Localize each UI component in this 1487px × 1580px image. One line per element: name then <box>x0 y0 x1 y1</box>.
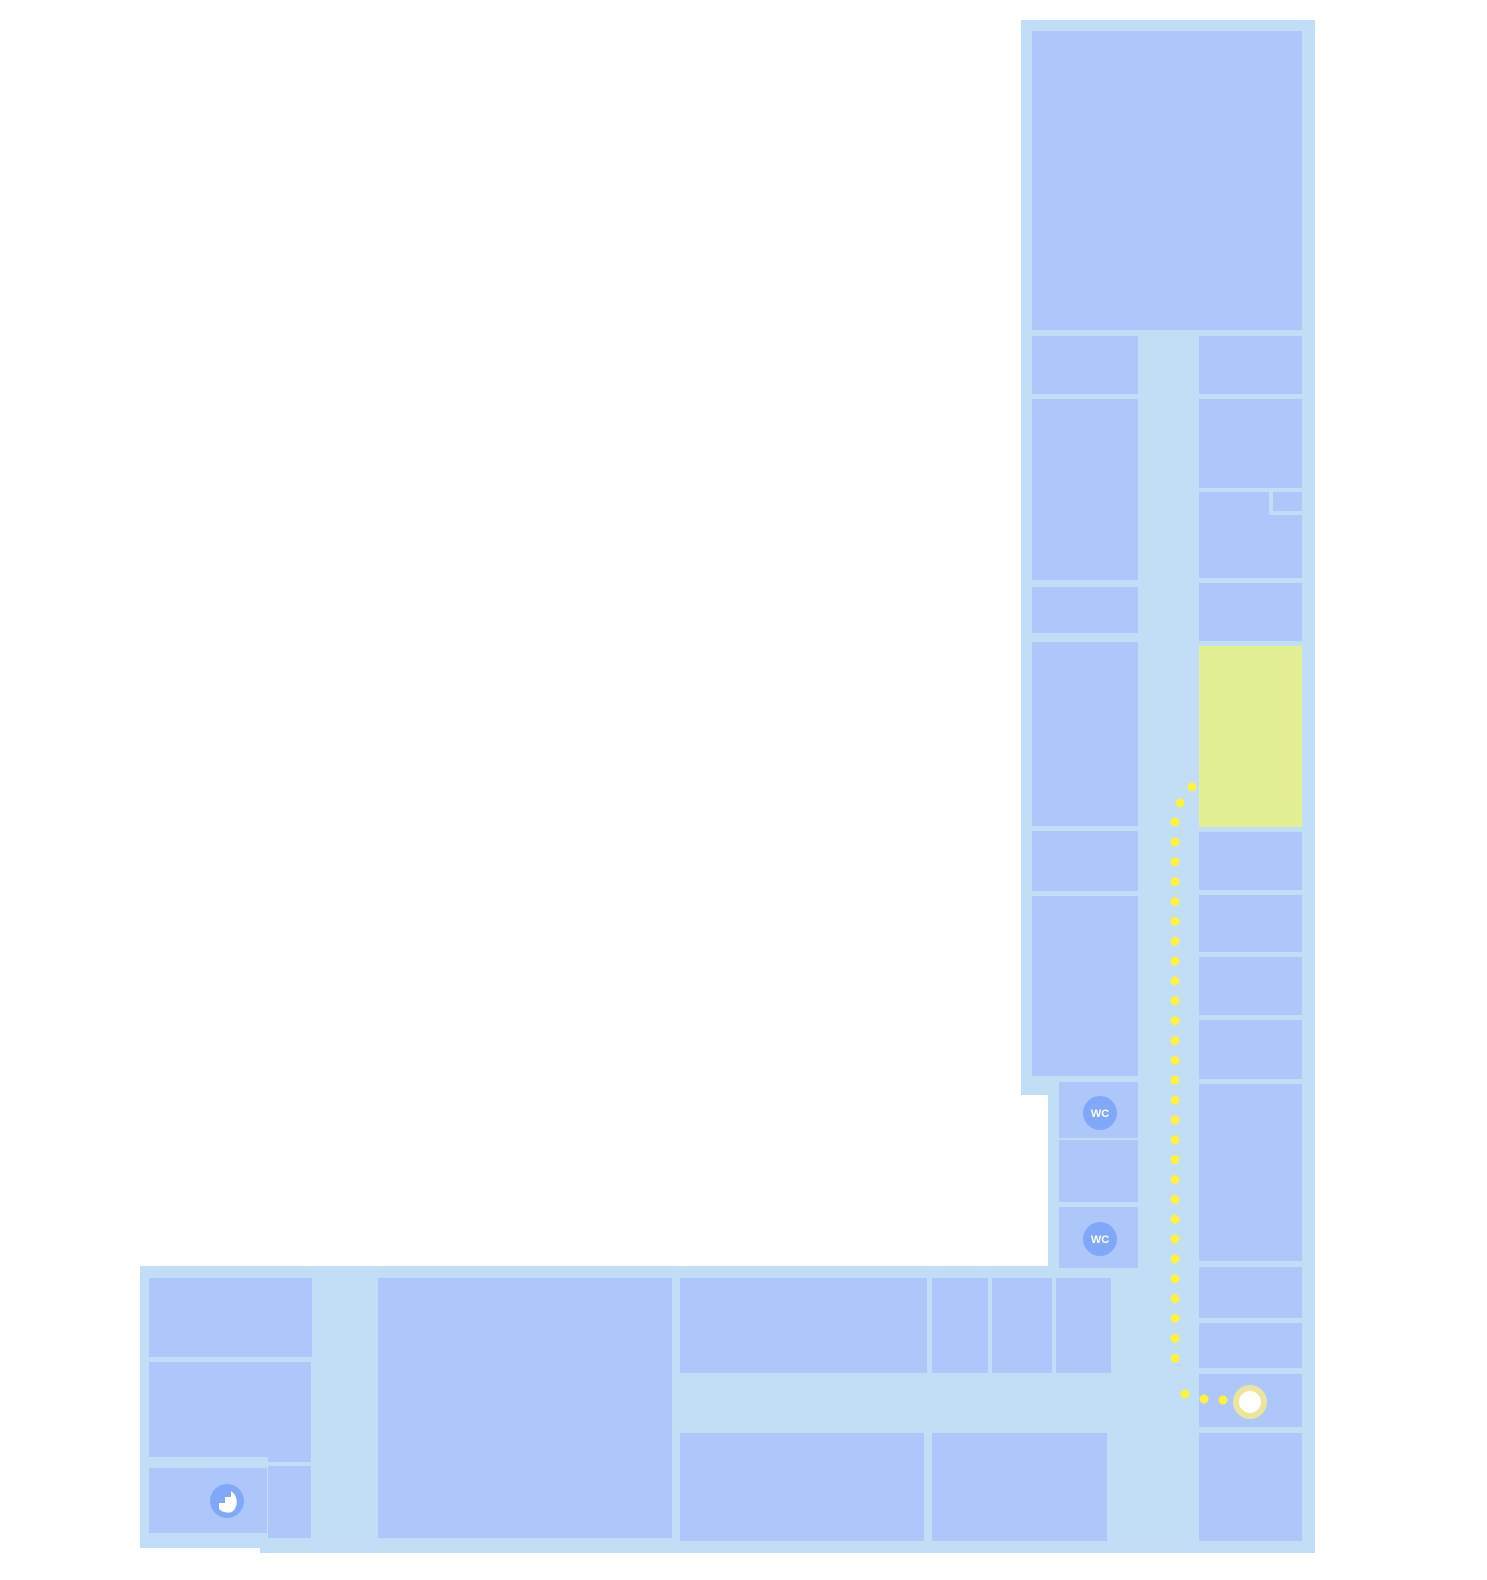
route-dot <box>1199 1394 1209 1404</box>
route-dot <box>1170 837 1180 847</box>
route-dot <box>1170 1174 1180 1184</box>
route-dot <box>1170 1055 1180 1065</box>
room[interactable] <box>1032 31 1302 330</box>
room[interactable] <box>1032 336 1138 394</box>
room[interactable] <box>149 1468 267 1533</box>
route-path <box>1170 782 1228 1405</box>
route-dot <box>1170 956 1180 966</box>
route-dot <box>1170 1135 1180 1145</box>
room[interactable] <box>1056 1278 1111 1373</box>
room[interactable] <box>1059 1140 1138 1202</box>
route-dot <box>1170 1115 1180 1125</box>
stairs-poi[interactable] <box>210 1484 244 1518</box>
route-dot <box>1170 1314 1180 1323</box>
route-dot <box>1170 936 1180 946</box>
room[interactable] <box>1199 1323 1302 1368</box>
route-dot <box>1170 1333 1180 1343</box>
south-wing-lower-edge <box>260 1540 1315 1553</box>
route-dot <box>1180 1389 1190 1399</box>
room[interactable] <box>1273 492 1302 511</box>
room[interactable] <box>1199 399 1302 488</box>
route-dot <box>1170 857 1180 867</box>
room[interactable] <box>1199 1020 1302 1079</box>
room[interactable] <box>1199 832 1302 890</box>
room[interactable] <box>992 1278 1052 1373</box>
room[interactable] <box>268 1457 311 1462</box>
room[interactable] <box>149 1362 311 1457</box>
room[interactable] <box>1199 1084 1302 1261</box>
route-dot <box>1170 1194 1180 1204</box>
room[interactable] <box>680 1433 924 1541</box>
room[interactable] <box>1032 399 1138 580</box>
room[interactable] <box>1032 642 1138 826</box>
route-dot <box>1218 1395 1228 1405</box>
wc-label: WC <box>1091 1234 1109 1246</box>
route-dot <box>1170 896 1180 906</box>
room[interactable] <box>378 1278 672 1538</box>
current-location-marker <box>1233 1385 1267 1419</box>
room[interactable] <box>1199 895 1302 952</box>
room[interactable] <box>1199 583 1302 641</box>
wc-poi-2[interactable]: WC <box>1083 1222 1117 1256</box>
room[interactable] <box>932 1278 988 1373</box>
room[interactable] <box>268 1466 311 1538</box>
rooms <box>149 31 1302 1541</box>
room[interactable] <box>1199 957 1302 1015</box>
route-dot <box>1175 798 1185 808</box>
route-dot <box>1170 1016 1180 1026</box>
destination-room[interactable] <box>1199 646 1302 827</box>
room[interactable] <box>149 1278 312 1357</box>
route-dot <box>1170 1234 1180 1244</box>
room[interactable] <box>1032 831 1138 891</box>
route-dot <box>1170 976 1180 986</box>
route-dot <box>1170 1155 1180 1165</box>
route-dot <box>1170 916 1180 926</box>
location-dot-icon <box>1239 1391 1261 1413</box>
restroom-icon <box>1083 1096 1117 1130</box>
route-dot <box>1170 1254 1180 1264</box>
stairs-glyph <box>219 1491 237 1513</box>
room[interactable] <box>1199 492 1302 578</box>
route-dot <box>1170 877 1180 887</box>
route-dot <box>1170 1274 1180 1284</box>
route-dot <box>1170 1214 1180 1224</box>
room[interactable] <box>932 1433 1107 1541</box>
route-dot <box>1170 1095 1180 1105</box>
restroom-icon <box>1083 1222 1117 1256</box>
route-dot <box>1187 782 1197 792</box>
route-dot <box>1170 817 1180 827</box>
room[interactable] <box>1199 336 1302 394</box>
wc-poi-1[interactable]: WC <box>1083 1096 1117 1130</box>
route-dot <box>1170 1075 1180 1085</box>
route-dot <box>1170 1035 1180 1045</box>
room[interactable] <box>1199 1267 1302 1318</box>
room[interactable] <box>680 1278 927 1373</box>
route-dot <box>1170 996 1180 1006</box>
wc-label: WC <box>1091 1108 1109 1120</box>
room[interactable] <box>1199 1433 1302 1541</box>
room[interactable] <box>1032 587 1138 633</box>
route-dot <box>1170 1294 1180 1304</box>
room[interactable] <box>1032 896 1138 1076</box>
route-dot <box>1170 1353 1180 1363</box>
